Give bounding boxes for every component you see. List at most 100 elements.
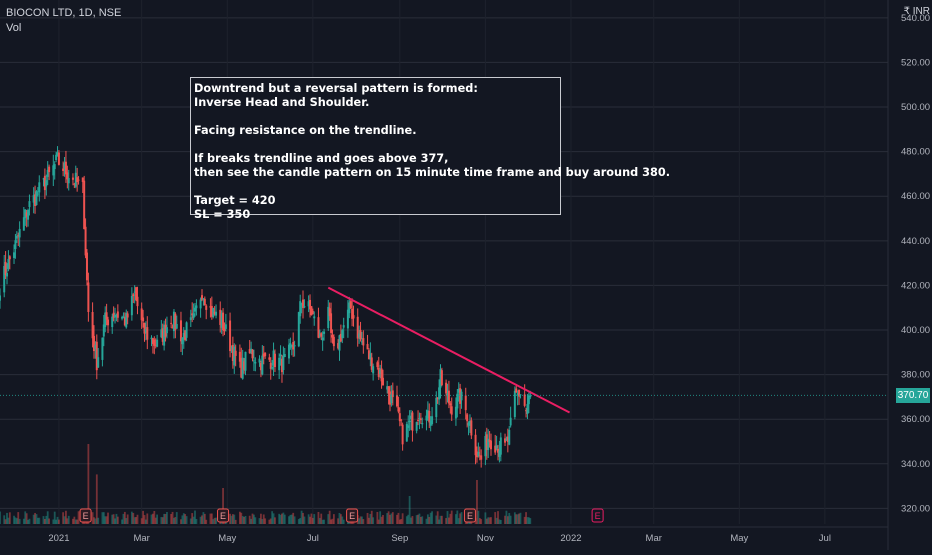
volume-bar [435, 515, 438, 524]
volume-bar [62, 512, 65, 524]
candle-body [446, 393, 449, 396]
candle-body [212, 307, 215, 318]
volume-bar [164, 514, 167, 524]
candle-body [292, 342, 295, 350]
currency-label[interactable]: ₹ INR [903, 6, 930, 17]
candle-body [290, 344, 293, 347]
volume-bar [405, 516, 408, 524]
candle-body [377, 367, 380, 377]
candle-body [454, 406, 457, 419]
candle-body [181, 337, 184, 345]
chart-legend: BIOCON LTD, 1D, NSE Vol [6, 6, 121, 36]
volume-bar [289, 514, 292, 524]
volume-bar [194, 510, 196, 524]
volume-bar [56, 516, 59, 524]
candle-body [278, 357, 281, 371]
volume-bar [35, 514, 38, 524]
volume-bar [523, 516, 526, 524]
y-tick-label: 420.00 [901, 280, 930, 291]
candle-body [42, 178, 45, 180]
volume-bar [439, 515, 442, 524]
resistance-trendline [327, 286, 571, 414]
volume-bar [17, 512, 20, 524]
volume-bar [303, 516, 306, 524]
candle-body [356, 316, 359, 339]
volume-bar [428, 516, 431, 524]
volume-bar [290, 514, 293, 524]
candle-body [497, 448, 500, 453]
candle-body [405, 423, 408, 442]
volume-bar [133, 517, 136, 524]
candle-body [43, 175, 46, 191]
volume-bar [230, 515, 233, 524]
volume-bar [449, 513, 452, 524]
symbol-title[interactable]: BIOCON LTD, 1D, NSE [6, 7, 122, 19]
volume-bar [417, 514, 419, 524]
candle-body [48, 166, 51, 173]
volume-bar [368, 517, 370, 524]
candle-body [17, 235, 20, 237]
volume-bar [243, 516, 245, 524]
volume-bar [526, 517, 529, 524]
volume-bar [516, 514, 519, 524]
y-tick-label: 500.00 [901, 102, 930, 113]
volume-bar [518, 513, 520, 524]
volume-bar [152, 513, 154, 524]
x-tick-label: 2022 [560, 533, 581, 544]
candle-body [126, 313, 129, 318]
volume-bar [7, 517, 10, 524]
candle-body [101, 337, 104, 360]
volume-bar [504, 515, 506, 524]
candle-body [18, 228, 21, 238]
note-line: Target = 420 [194, 194, 276, 207]
volume-bar [189, 518, 192, 524]
candle-body [121, 317, 124, 319]
candle-body [233, 346, 236, 366]
candle-body [398, 413, 401, 422]
candle-body [338, 335, 341, 351]
volume-bar [122, 513, 125, 524]
candle-body [331, 334, 334, 338]
volume-bar [185, 516, 188, 524]
volume-bar [201, 515, 203, 524]
volume-bar [114, 518, 116, 524]
volume-bar [25, 513, 28, 524]
candle-body [506, 436, 509, 443]
x-tick-label: May [218, 533, 236, 544]
candle-body [466, 414, 469, 422]
volume-bar [300, 510, 303, 524]
candle-body [321, 337, 324, 341]
volume-bar [63, 516, 66, 524]
candle-body [205, 305, 208, 310]
candle-body [297, 312, 300, 347]
volume-bar [397, 512, 400, 524]
candle-body [175, 324, 178, 329]
volume-bar [102, 512, 105, 524]
candle-body [464, 395, 467, 411]
earnings-marker-label: E [83, 511, 89, 521]
candle-body [132, 294, 135, 297]
volume-bar [142, 510, 144, 524]
candle-body [172, 311, 175, 332]
candle-body [488, 440, 491, 442]
volume-bar [445, 518, 448, 524]
candle-body [116, 311, 119, 318]
annotation-note[interactable]: Downtrend but a reversal pattern is form… [190, 77, 670, 221]
candle-body [323, 331, 326, 334]
candle-body [184, 330, 187, 341]
volume-bar [494, 512, 497, 524]
volume-bar [258, 518, 261, 524]
candle-body [360, 341, 363, 343]
candle-body [351, 308, 354, 319]
candle-body [313, 316, 316, 319]
candle-body [223, 326, 226, 332]
candle-body [337, 343, 340, 349]
volume-bar [72, 518, 74, 524]
volume-bar [123, 511, 126, 524]
x-tick-label: Nov [477, 533, 494, 544]
volume-bar [93, 517, 95, 524]
candle-body [525, 410, 528, 412]
candle-body [328, 308, 331, 317]
volume-bar [132, 512, 135, 524]
volume-bar [136, 514, 139, 524]
